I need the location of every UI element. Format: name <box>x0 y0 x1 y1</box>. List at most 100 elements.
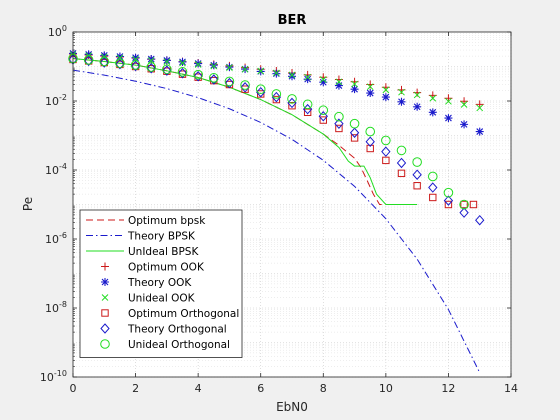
data-point <box>319 78 328 87</box>
x-tick-label: 0 <box>70 382 77 395</box>
data-point <box>413 102 422 111</box>
data-point <box>366 144 374 153</box>
y-axis-label: Pe <box>21 197 35 211</box>
legend-entry: Optimum bpsk <box>86 215 206 227</box>
data-point <box>350 134 359 142</box>
data-point <box>209 61 218 70</box>
data-point <box>147 54 156 63</box>
data-point <box>460 101 468 108</box>
data-point <box>194 59 203 68</box>
data-point <box>459 207 469 218</box>
data-point <box>413 182 421 190</box>
data-point <box>318 111 328 122</box>
series-unideal-bpsk <box>72 58 418 205</box>
data-point <box>273 69 280 77</box>
data-point <box>146 62 156 74</box>
chart-title: BER <box>278 13 307 28</box>
legend-label: Unideal Orthogonal <box>128 339 230 351</box>
data-point <box>428 182 438 193</box>
data-point <box>163 58 171 66</box>
data-point <box>210 62 218 70</box>
series-layer <box>68 49 485 373</box>
data-point <box>428 108 437 117</box>
data-point <box>397 97 406 106</box>
data-point <box>319 76 327 83</box>
data-point <box>84 50 93 59</box>
data-point <box>146 62 157 72</box>
x-tick-label: 12 <box>441 382 455 395</box>
data-point <box>318 105 329 116</box>
data-point <box>241 65 249 73</box>
data-point <box>412 169 422 180</box>
data-point <box>366 89 375 98</box>
data-point <box>475 214 485 226</box>
data-point <box>349 127 360 139</box>
data-point <box>381 135 391 146</box>
legend-entry: Optimum Orthogonal <box>101 308 239 320</box>
x-tick-label: 6 <box>257 382 264 395</box>
data-point <box>177 67 188 79</box>
data-point <box>444 200 453 209</box>
data-point <box>334 118 344 129</box>
x-tick-label: 8 <box>320 382 327 395</box>
data-point <box>162 56 171 65</box>
legend-entry: Unideal OOK <box>101 293 196 305</box>
data-point <box>319 116 327 124</box>
data-point <box>179 59 186 67</box>
y-tick-label: 10-4 <box>45 162 67 177</box>
data-point <box>178 57 187 66</box>
data-point <box>226 64 233 71</box>
data-point <box>240 82 250 93</box>
data-point <box>256 86 266 98</box>
data-point <box>398 88 405 96</box>
series-theory-bpsk <box>72 69 481 373</box>
data-point <box>193 71 203 82</box>
data-point <box>288 71 296 79</box>
data-point <box>287 94 297 104</box>
data-point <box>445 97 452 105</box>
x-tick-label: 10 <box>379 382 393 395</box>
data-point <box>99 57 109 68</box>
data-point <box>350 85 359 94</box>
x-tick-label: 2 <box>132 382 139 395</box>
legend-label: Theory Orthogonal <box>127 324 227 336</box>
data-point <box>83 55 94 65</box>
data-point <box>459 199 469 210</box>
legend-entry: Theory OOK <box>101 277 192 289</box>
data-point <box>224 77 235 89</box>
data-point <box>177 67 188 77</box>
data-point <box>194 61 202 68</box>
data-point <box>99 56 110 67</box>
data-point <box>271 89 282 99</box>
data-point <box>115 58 125 68</box>
data-point <box>382 86 390 94</box>
data-point <box>130 60 141 70</box>
legend-label: Theory BPSK <box>127 231 196 243</box>
data-point <box>116 54 124 62</box>
x-tick-label: 4 <box>195 382 202 395</box>
axis-ticks: 0 2 4 6 8 10 12 14 100 10-2 10-4 10-6 10-8 10-10 <box>40 24 518 395</box>
legend-entry: Optimum OOK <box>101 262 205 274</box>
data-point <box>429 193 437 202</box>
data-point <box>381 93 390 102</box>
data-point <box>476 104 484 112</box>
data-point <box>334 81 343 90</box>
data-point <box>365 136 375 147</box>
data-point <box>271 91 282 103</box>
data-point <box>303 75 312 84</box>
legend-swatch <box>100 323 110 334</box>
data-point <box>162 65 172 76</box>
legend-label: Optimum bpsk <box>128 215 206 227</box>
data-point <box>413 91 421 99</box>
plot-frame <box>72 31 512 378</box>
data-point <box>429 94 437 102</box>
data-point <box>272 95 281 104</box>
data-point <box>475 100 484 109</box>
y-tick-label: 10-2 <box>45 93 67 108</box>
legend-label: Optimum Orthogonal <box>128 308 239 320</box>
legend-entry: UnIdeal BPSK <box>86 246 199 258</box>
legend-label: Optimum OOK <box>128 262 205 274</box>
data-point <box>288 72 296 81</box>
data-point <box>460 120 469 129</box>
data-point <box>83 55 94 67</box>
